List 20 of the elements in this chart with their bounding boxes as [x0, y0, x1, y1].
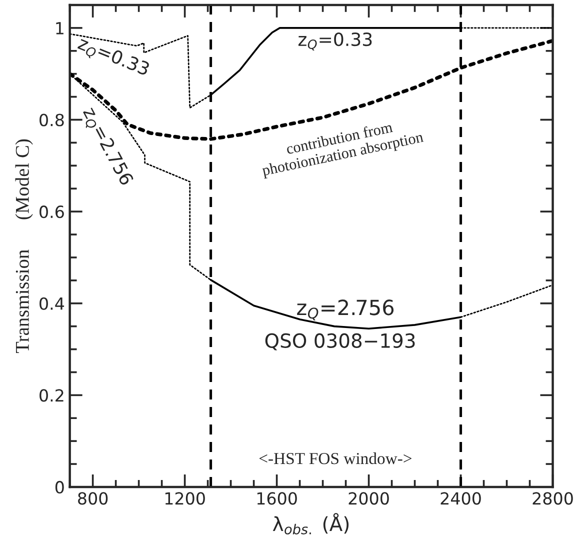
- annotation: <-HST FOS window->: [259, 452, 412, 464]
- x-tick-label: 800: [78, 492, 108, 505]
- y-tick-label: 0.4: [40, 297, 64, 310]
- x-tick-label: 2000: [348, 492, 389, 505]
- y-axis-title: Transmission (Model C): [15, 139, 33, 354]
- annotation: QSO 0308−193: [265, 333, 415, 350]
- x-tick-label: 2800: [532, 492, 573, 505]
- x-tick-label: 2400: [440, 492, 481, 505]
- y-tick-label: 0.8: [40, 114, 64, 126]
- annotation: z$_{Q}$=0.33: [76, 36, 150, 80]
- x-axis-title: λ$_{obs.}$ (Å): [272, 512, 349, 534]
- x-tick-label: 1600: [257, 492, 297, 505]
- annotation: z$_{Q}$=2.756: [78, 106, 134, 188]
- annotation: z$_{Q}$=2.756: [297, 300, 394, 320]
- y-tick-label: 0.6: [40, 206, 64, 218]
- annotation: z$_{Q}$=0.33: [298, 32, 372, 50]
- y-tick-label: 1: [56, 22, 64, 34]
- x-tick-label: 1200: [165, 492, 205, 505]
- y-tick-label: 0.2: [40, 389, 64, 402]
- y-tick-label: 0: [55, 480, 64, 494]
